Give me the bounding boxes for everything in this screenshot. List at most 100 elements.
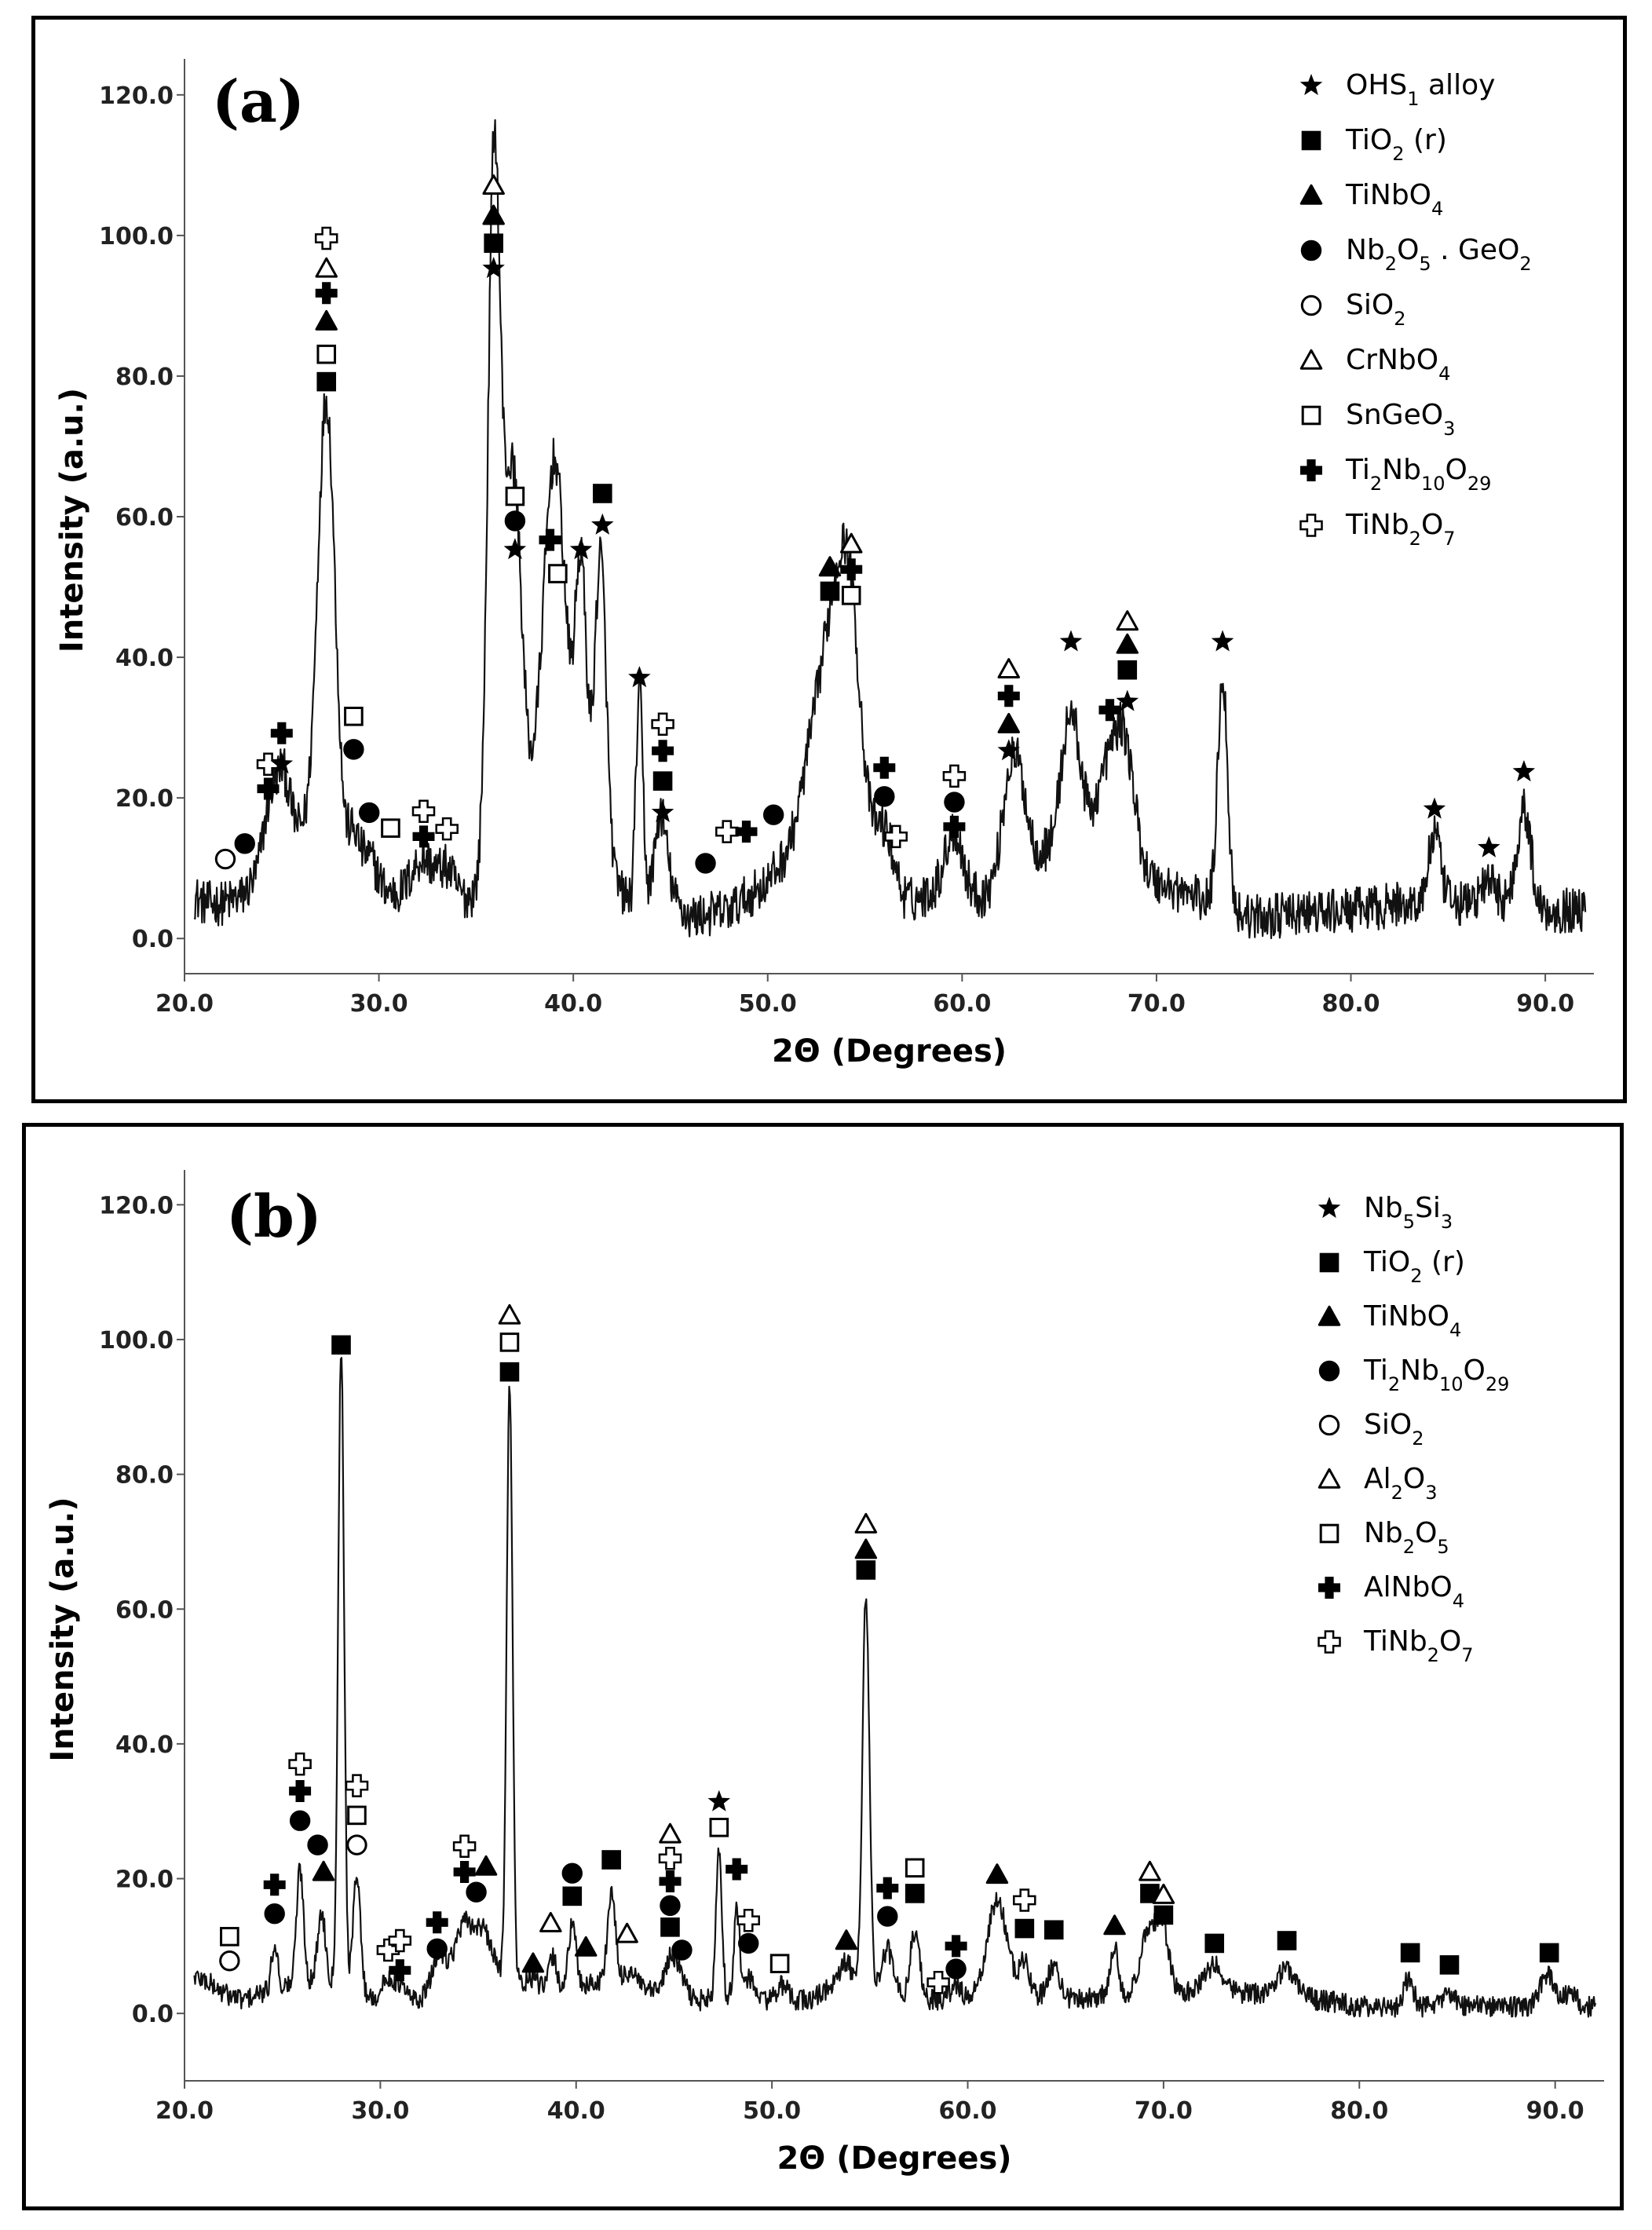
peak-marker-square-open [709, 1818, 729, 1837]
peak-marker-plus-open [435, 817, 459, 841]
peak-marker-circle-filled [307, 1834, 328, 1855]
y-tick-label: 20.0 [115, 1866, 174, 1894]
y-tick-label: 120.0 [99, 1192, 174, 1219]
peak-marker-triangle-filled [854, 1538, 878, 1559]
legend-marker-circle-open [1318, 1414, 1340, 1436]
legend-marker-plus-filled [1300, 459, 1322, 481]
y-tick-label: 80.0 [115, 364, 174, 391]
peak-marker-plus-filled [876, 1877, 899, 1899]
peak-marker-square-filled [1277, 1931, 1297, 1950]
peak-marker-plus-open [651, 712, 674, 736]
peak-marker-square-filled [1014, 1918, 1035, 1939]
peak-marker-circle-filled [944, 791, 965, 813]
peak-marker-square-open [505, 486, 525, 506]
peak-marker-plus-open [1013, 1888, 1036, 1912]
peak-marker-square-filled [562, 1886, 583, 1906]
legend-marker-square-open [1301, 405, 1321, 426]
peak-marker-triangle-filled [315, 309, 338, 331]
x-tick-label: 20.0 [155, 2097, 214, 2125]
peak-marker-circle-filled [695, 853, 716, 874]
legend-marker-triangle-open [1299, 349, 1323, 370]
peak-marker-triangle-filled [1103, 1914, 1126, 1936]
peak-marker-plus-open [927, 1970, 950, 1994]
peak-marker-plus-filled [943, 815, 966, 838]
peak-marker-plus-open [388, 1928, 412, 1953]
x-tick-label: 90.0 [1526, 2097, 1584, 2125]
peak-marker-square-open [548, 564, 568, 583]
peak-marker-triangle-filled [312, 1860, 335, 1881]
legend-label: CrNbO4 [1346, 344, 1450, 385]
legend-label: TiNbO4 [1363, 1300, 1461, 1341]
peak-marker-square-open [220, 1927, 239, 1947]
peak-annotations [214, 174, 1536, 874]
x-tick-label: 70.0 [1135, 2097, 1193, 2125]
peak-marker-circle-filled [343, 739, 364, 760]
peak-marker-star [1059, 630, 1083, 652]
peak-marker-plus-filled [426, 1911, 448, 1934]
peak-marker-circle-filled [561, 1863, 583, 1884]
peak-marker-plus-filled [997, 685, 1020, 707]
peak-marker-square-filled [1400, 1943, 1420, 1963]
peak-marker-square-filled [1043, 1920, 1064, 1940]
peak-marker-circle-filled [504, 510, 526, 532]
peak-marker-plus-open [288, 1752, 312, 1776]
peak-marker-square-filled [1439, 1955, 1460, 1975]
legend-marker-plus-filled [1318, 1577, 1340, 1599]
peak-marker-square-open [769, 1954, 790, 1973]
legend-label: TiNb2O7 [1345, 509, 1456, 550]
panel-b: (b) 20.0 30.0 40.0 50.0 60.0 70.0 80.0 90.0 0.0 20… [22, 1123, 1624, 2210]
peak-marker-circle-filled [945, 1958, 967, 1980]
peak-marker-square-open [316, 344, 337, 364]
x-axis-title: 2Θ (Degrees) [777, 2140, 1011, 2177]
peak-marker-plus-open [658, 1847, 682, 1870]
peak-marker-circle-filled [671, 1939, 693, 1961]
legend-marker-triangle-open [1318, 1468, 1341, 1489]
peak-marker-star [591, 513, 614, 535]
peak-marker-circle-filled [738, 1932, 759, 1954]
x-tick-label: 50.0 [743, 2097, 801, 2125]
legend-label: Nb2O5 [1364, 1517, 1449, 1558]
legend-marker-triangle-filled [1318, 1305, 1341, 1326]
peak-marker-circle-filled [660, 1895, 681, 1917]
peak-marker-plus-open [411, 799, 436, 823]
y-tick-label: 60.0 [115, 1596, 174, 1624]
peak-marker-plus-filled [412, 825, 435, 848]
peak-marker-star [997, 739, 1020, 761]
legend-label: AlNbO4 [1364, 1571, 1464, 1612]
legend-marker-circle-filled [1300, 239, 1322, 261]
peak-marker-triangle-open [315, 257, 338, 278]
peak-marker-circle-filled [874, 786, 895, 807]
peak-marker-triangle-filled [482, 204, 505, 225]
peak-marker-circle-open [214, 848, 236, 870]
legend: OHS1 alloy TiO2 (r) TiNbO4 Nb2O5 . GeO2 SiO2… [1299, 69, 1532, 550]
peak-marker-square-filled [1539, 1943, 1559, 1963]
legend-marker-plus-open [1318, 1630, 1341, 1654]
peak-marker-square-open [347, 1805, 367, 1826]
peak-marker-triangle-filled [997, 712, 1021, 733]
x-tick-label: 90.0 [1516, 990, 1574, 1018]
y-tick-label: 20.0 [115, 785, 174, 813]
peak-marker-square-filled [820, 581, 840, 601]
peak-marker-triangle-filled [818, 556, 842, 577]
peak-marker-star [482, 257, 505, 279]
legend-marker-star [1318, 1197, 1341, 1219]
peak-marker-circle-filled [466, 1881, 487, 1903]
peak-marker-plus-open [884, 824, 908, 849]
legend-label: TiNbO4 [1345, 179, 1443, 220]
peak-annotations [219, 1303, 1559, 1994]
legend-label: SnGeO3 [1346, 399, 1455, 440]
peak-marker-square-filled [1204, 1933, 1225, 1954]
legend-marker-triangle-filled [1299, 184, 1323, 205]
xrd-chart-b: (b) 20.0 30.0 40.0 50.0 60.0 70.0 80.0 90.0 0.0 20… [45, 1170, 1604, 2177]
peak-marker-plus-filled [453, 1861, 476, 1883]
legend-marker-plus-open [1299, 514, 1323, 537]
legend-label: Ti2Nb10O29 [1363, 1354, 1509, 1395]
peak-marker-triangle-open [854, 1512, 878, 1534]
peak-marker-square-open [381, 818, 400, 838]
x-tick-label: 40.0 [547, 2097, 605, 2125]
peak-marker-circle-filled [877, 1906, 898, 1927]
legend-marker-circle-filled [1318, 1360, 1340, 1382]
peak-marker-star [503, 538, 527, 560]
legend-marker-circle-open [1300, 294, 1322, 316]
peak-marker-plus-filled [1098, 699, 1121, 722]
